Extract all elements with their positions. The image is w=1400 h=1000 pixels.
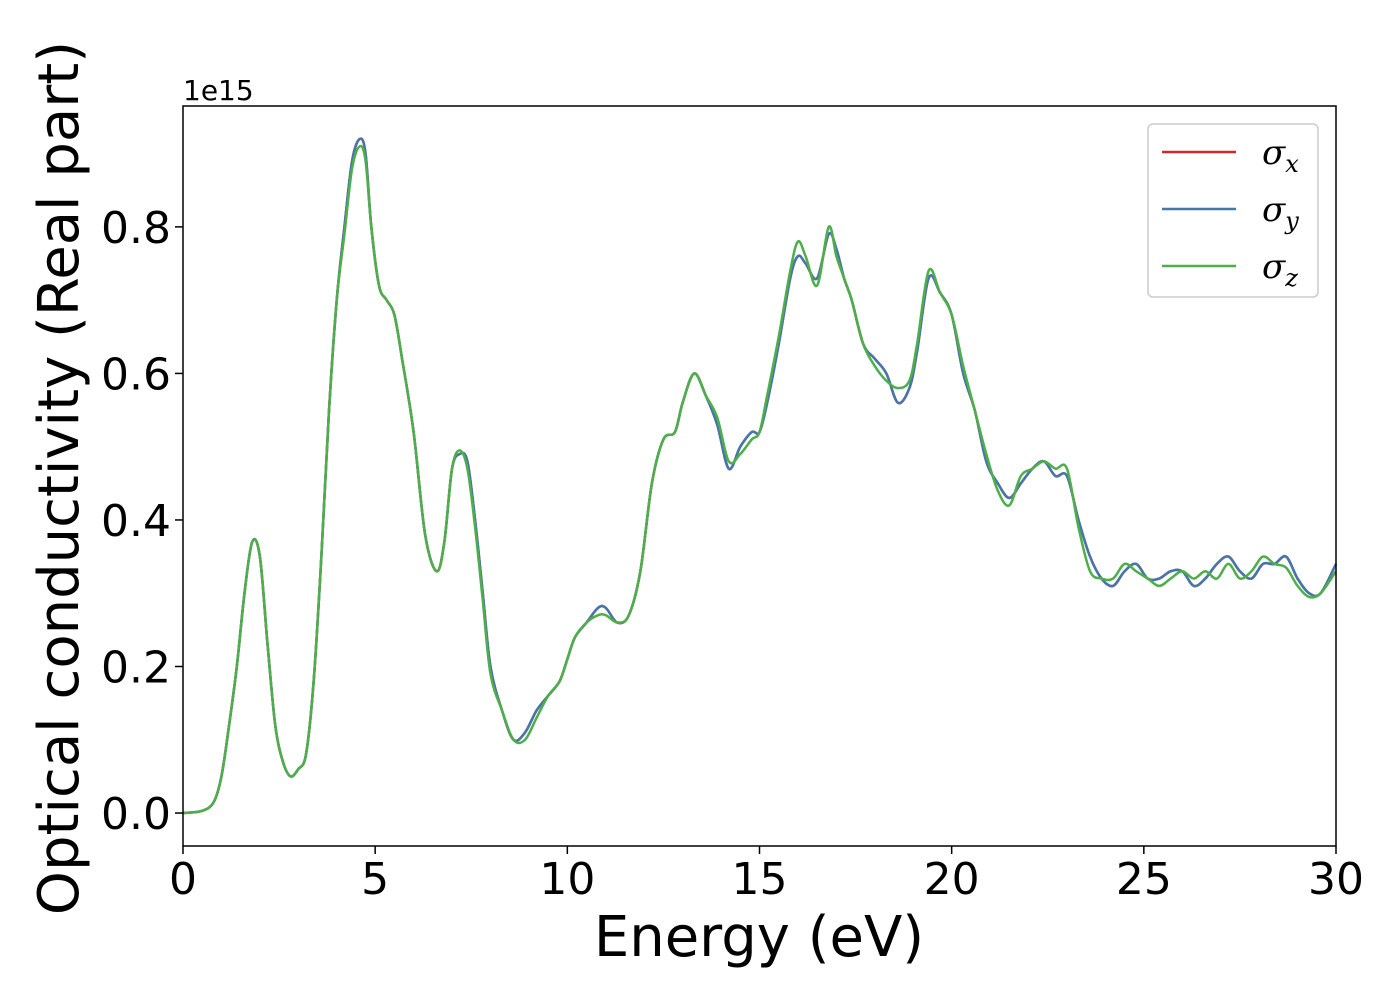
x-tick-label: 0: [169, 854, 197, 905]
x-tick-label: 25: [1116, 854, 1172, 905]
x-tick-label: 10: [539, 854, 595, 905]
x-axis: 0 5 10 15 20 25 30: [169, 846, 1364, 905]
x-tick-label: 15: [732, 854, 788, 905]
y-tick-label: 0.6: [101, 349, 171, 400]
y-axis: 0.0 0.2 0.4 0.6 0.8: [101, 203, 183, 840]
legend-label-x: σx: [1262, 133, 1299, 178]
y-tick-label: 0.0: [101, 789, 171, 840]
x-axis-label: Energy (eV): [594, 905, 924, 970]
series-layer: [182, 137, 1338, 815]
y-axis-label: Optical conductivity (Real part): [27, 41, 92, 915]
legend-box: [1147, 123, 1319, 298]
series-line-z: [182, 144, 1338, 815]
x-tick-label: 30: [1308, 854, 1364, 905]
y-tick-label: 0.4: [101, 496, 171, 547]
y-tick-label: 0.8: [101, 203, 171, 254]
y-offset-label: 1e15: [183, 74, 254, 107]
x-tick-label: 5: [361, 854, 389, 905]
y-tick-label: 0.2: [101, 642, 171, 693]
x-tick-label: 20: [924, 854, 980, 905]
